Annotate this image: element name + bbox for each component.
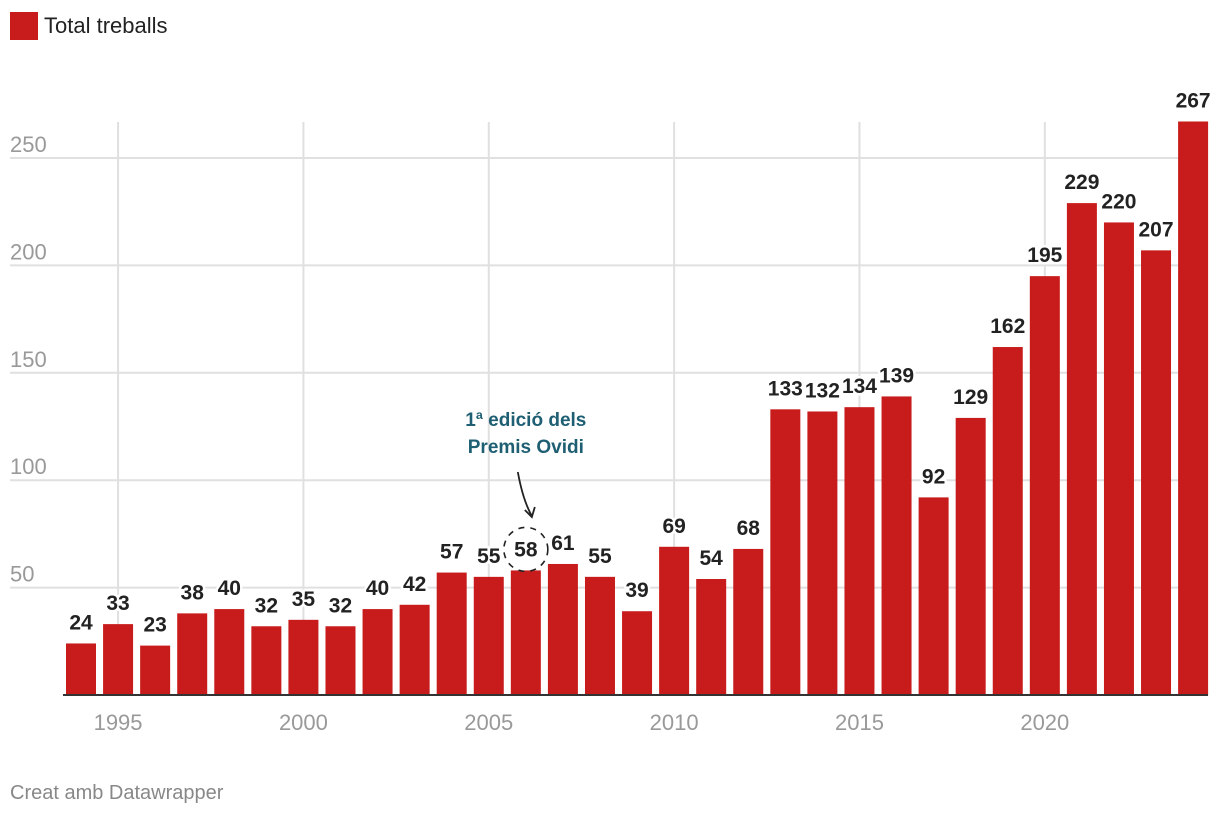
value-label: 133 (768, 377, 803, 400)
value-label: 58 (514, 538, 538, 561)
bar (140, 645, 171, 695)
bar (1141, 250, 1172, 695)
bar (177, 613, 208, 695)
bar (622, 611, 653, 695)
value-label: 54 (700, 547, 724, 570)
annotation-arrow (516, 471, 533, 517)
y-tick-label: 200 (10, 239, 47, 264)
x-tick-label: 2000 (279, 710, 328, 735)
x-tick-label: 2015 (835, 710, 884, 735)
legend-label: Total treballs (44, 13, 168, 38)
x-tick-label: 2005 (464, 710, 513, 735)
credit-text: Creat amb Datawrapper (10, 782, 224, 804)
annotation-text: Premis Ovidi (468, 437, 584, 458)
value-label: 32 (255, 594, 278, 617)
y-tick-label: 150 (10, 347, 47, 372)
bar (214, 609, 245, 695)
value-label: 92 (922, 465, 945, 488)
bar (918, 497, 949, 695)
bar (325, 626, 356, 695)
value-label: 134 (842, 375, 877, 398)
bar (1066, 203, 1097, 695)
annotation-text: 1ª edició dels (465, 410, 586, 431)
bar (251, 626, 282, 695)
bar (770, 409, 801, 695)
value-label: 40 (218, 577, 241, 600)
value-label: 39 (625, 579, 648, 602)
bar (510, 570, 541, 695)
value-label: 57 (440, 541, 463, 564)
value-label: 195 (1027, 244, 1062, 267)
value-label: 23 (143, 614, 166, 637)
bar (1103, 222, 1134, 695)
value-label: 35 (292, 588, 316, 611)
value-label: 55 (588, 545, 612, 568)
bar (584, 576, 615, 695)
value-label: 61 (551, 532, 575, 555)
value-label: 132 (805, 379, 840, 402)
x-tick-label: 2020 (1020, 710, 1069, 735)
bar (733, 548, 764, 695)
bar (696, 579, 727, 695)
value-label: 129 (953, 386, 988, 409)
value-label: 42 (403, 573, 426, 596)
bar (992, 347, 1023, 695)
bar (1029, 276, 1060, 695)
x-tick-label: 2010 (650, 710, 699, 735)
value-label: 40 (366, 577, 389, 600)
value-label: 207 (1139, 218, 1174, 241)
x-tick-label: 1995 (94, 710, 143, 735)
bar (807, 411, 838, 695)
value-label: 69 (662, 515, 685, 538)
value-label: 32 (329, 594, 352, 617)
bar (288, 619, 319, 695)
legend-swatch (10, 12, 38, 40)
annotation-circle (503, 526, 549, 573)
value-label: 139 (879, 364, 914, 387)
bar (659, 546, 690, 695)
value-label: 33 (106, 592, 129, 615)
value-label: 229 (1064, 171, 1099, 194)
annotation-arrowhead (524, 506, 536, 519)
bar (66, 643, 96, 695)
bar (473, 576, 504, 695)
bar (881, 396, 912, 695)
bar (1178, 121, 1209, 695)
bar (547, 563, 578, 695)
bar (103, 624, 134, 695)
bar (436, 572, 467, 695)
bar (399, 604, 430, 695)
value-label: 24 (69, 611, 93, 634)
value-label: 55 (477, 545, 501, 568)
y-tick-label: 250 (10, 132, 47, 157)
bar (362, 609, 393, 695)
value-label: 38 (181, 581, 205, 604)
legend: Total treballs (10, 12, 168, 40)
bar (955, 417, 986, 695)
bar (844, 407, 875, 695)
y-tick-label: 50 (10, 562, 34, 587)
y-tick-label: 100 (10, 454, 47, 479)
value-label: 162 (990, 315, 1025, 338)
value-label: 220 (1101, 190, 1136, 213)
value-label: 68 (737, 517, 761, 540)
value-label: 267 (1176, 89, 1211, 112)
